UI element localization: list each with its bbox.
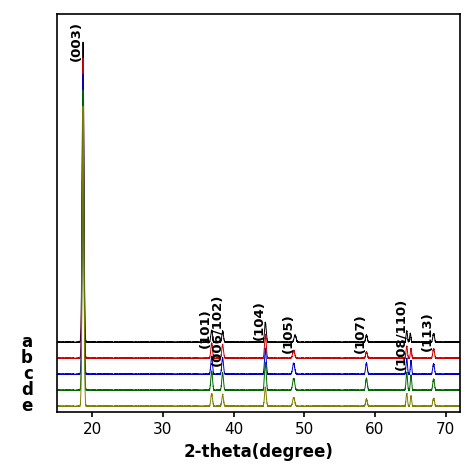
Text: (105): (105) bbox=[282, 314, 295, 353]
Text: (003): (003) bbox=[70, 20, 83, 61]
Text: b: b bbox=[21, 348, 33, 366]
Text: d: d bbox=[21, 381, 33, 399]
Text: a: a bbox=[22, 333, 33, 351]
Text: (107): (107) bbox=[354, 313, 366, 353]
X-axis label: 2-theta(degree): 2-theta(degree) bbox=[183, 443, 333, 461]
Text: c: c bbox=[23, 365, 33, 383]
Text: e: e bbox=[21, 397, 33, 415]
Text: (108/110): (108/110) bbox=[394, 298, 408, 370]
Text: (104): (104) bbox=[252, 301, 265, 340]
Text: (101): (101) bbox=[199, 309, 212, 348]
Text: (006/102): (006/102) bbox=[210, 294, 223, 366]
Text: (113): (113) bbox=[420, 311, 434, 351]
